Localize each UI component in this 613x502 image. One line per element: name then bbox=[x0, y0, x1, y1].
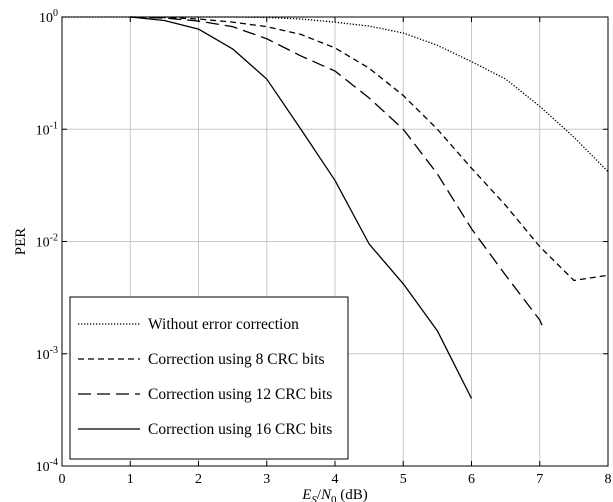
legend: Without error correction Correction using… bbox=[69, 296, 349, 460]
y-tick-label: 10-4 bbox=[36, 457, 58, 475]
x-tick-label: 2 bbox=[195, 472, 202, 487]
x-tick-label: 6 bbox=[468, 472, 475, 487]
tick-labels: 0 1 2 3 4 5 6 7 8 100 10-1 10-2 10-3 10-4 bbox=[36, 8, 612, 487]
axes bbox=[61, 16, 609, 467]
x-tick-label: 4 bbox=[332, 472, 339, 487]
y-tick-label: 10-2 bbox=[36, 233, 58, 251]
series-group bbox=[62, 16, 609, 399]
y-tick-label: 10-1 bbox=[36, 120, 58, 138]
legend-label-1: Without error correction bbox=[148, 316, 299, 333]
x-tick-label: 8 bbox=[605, 472, 612, 487]
legend-label-2: Correction using 8 CRC bits bbox=[148, 351, 325, 368]
series-line-4 bbox=[130, 16, 473, 399]
x-axis-label: ES/N0 (dB) bbox=[301, 487, 368, 502]
x-tick-label: 1 bbox=[127, 472, 134, 487]
x-tick-label: 3 bbox=[263, 472, 270, 487]
axis-labels: ES/N0 (dB) PER bbox=[13, 228, 368, 502]
y-tick-label: 10-3 bbox=[36, 345, 58, 363]
legend-box bbox=[69, 296, 349, 460]
y-axis-label: PER bbox=[13, 228, 29, 256]
legend-label-4: Correction using 16 CRC bits bbox=[148, 421, 332, 438]
x-tick-label: 5 bbox=[400, 472, 407, 487]
y-tick-label: 100 bbox=[39, 8, 58, 26]
x-tick-label: 7 bbox=[536, 472, 543, 487]
series-line-3 bbox=[130, 16, 544, 329]
legend-label-3: Correction using 12 CRC bits bbox=[148, 386, 332, 403]
x-tick-label: 0 bbox=[59, 472, 66, 487]
